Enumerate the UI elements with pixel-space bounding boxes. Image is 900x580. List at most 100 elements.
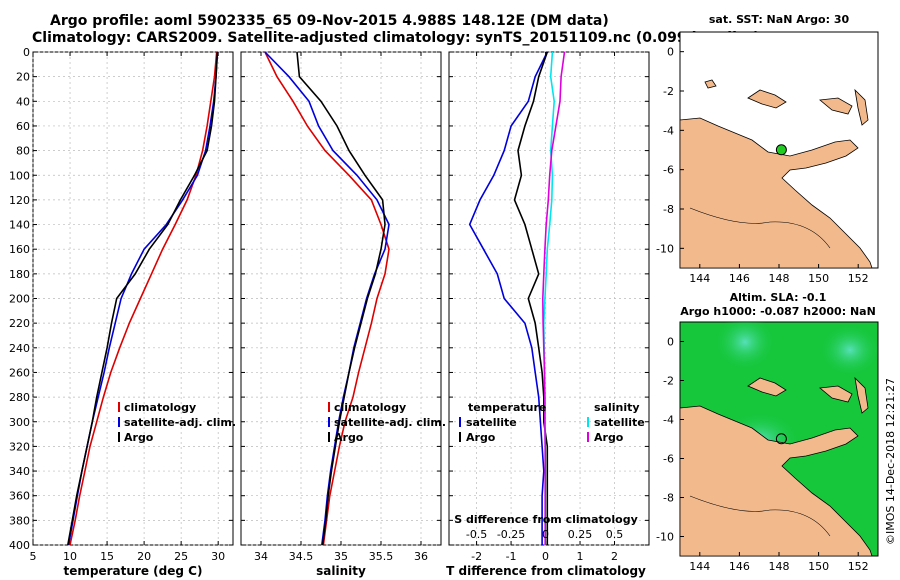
s-tick-label: 0.5 xyxy=(606,528,624,541)
s-tick-label: -0.5 xyxy=(466,528,487,541)
depth-tick-label: 240 xyxy=(9,342,30,355)
depth-tick-label: 80 xyxy=(16,145,30,158)
depth-tick-label: 0 xyxy=(23,46,30,59)
x-tick-label: 36 xyxy=(414,550,428,563)
salinity-legend: climatology satellite-adj. clim. Argo xyxy=(328,401,446,444)
sst-map-ticks: 144 146 148 150 152 0 -2 -4 -6 -8 -10 xyxy=(656,46,869,285)
x-tick-label: 15 xyxy=(100,550,114,563)
legend-label: Argo xyxy=(466,431,496,444)
depth-tick-label: 280 xyxy=(9,391,30,404)
t-difference-tick-labels: -2 -1 0 1 2 xyxy=(471,550,618,563)
x-tick-label: 25 xyxy=(174,550,188,563)
legend-label: satellite xyxy=(594,416,645,429)
map-x-tick-label: 152 xyxy=(848,272,869,285)
map-y-tick-label: -4 xyxy=(663,414,674,427)
salinity-series xyxy=(264,51,390,546)
island-shape xyxy=(819,385,853,403)
sst-map-title: sat. SST: NaN Argo: 30 xyxy=(709,13,850,26)
legend-title: temperature xyxy=(468,401,546,414)
difference-panel: -2 -1 0 1 2 temperature salinity satellite sate… xyxy=(446,51,650,578)
s-difference-tick-labels: -0.5 -0.25 0 0.25 0.5 xyxy=(466,528,623,541)
legend-label: climatology xyxy=(124,401,196,414)
map-x-tick-label: 148 xyxy=(769,560,790,573)
series-line xyxy=(541,51,566,545)
map-x-tick-label: 150 xyxy=(808,272,829,285)
legend-label: Argo xyxy=(594,431,624,444)
legend-label: satellite-adj. clim. xyxy=(334,416,446,429)
x-tick-label: 1 xyxy=(577,550,584,563)
s-tick-label: 0.25 xyxy=(568,528,593,541)
sla-map: Altim. SLA: -0.1 Argo h1000: -0.087 h200… xyxy=(656,291,879,574)
legend-title: salinity xyxy=(594,401,640,414)
salinity-grid xyxy=(241,51,441,546)
map-y-tick-label: -2 xyxy=(663,375,674,388)
depth-tick-label: 120 xyxy=(9,194,30,207)
depth-tick-label: 20 xyxy=(16,71,30,84)
x-tick-label: 0 xyxy=(542,550,549,563)
t-difference-x-label: T difference from climatology xyxy=(446,564,646,578)
map-y-tick-label: 0 xyxy=(667,46,674,59)
argo-position-marker xyxy=(775,144,787,156)
coastline-line xyxy=(689,495,831,537)
sla-map-ticks: 144 146 148 150 152 0 -2 -4 -6 -8 -10 xyxy=(656,336,869,574)
depth-tick-label: 400 xyxy=(9,539,30,552)
header-line-2: Climatology: CARS2009. Satellite-adjuste… xyxy=(32,30,760,46)
map-x-tick-label: 146 xyxy=(729,560,750,573)
map-y-tick-label: -6 xyxy=(663,453,674,466)
depth-tick-label: 220 xyxy=(9,317,30,330)
depth-tick-label: 320 xyxy=(9,440,30,453)
map-x-tick-label: 144 xyxy=(689,272,710,285)
s-tick-label: 0 xyxy=(542,528,549,541)
sst-map-land xyxy=(680,79,873,268)
legend-label: satellite-adj. clim. xyxy=(124,416,236,429)
x-tick-label: 2 xyxy=(611,550,618,563)
depth-tick-label: 360 xyxy=(9,490,30,503)
sea-level-anomaly-patch xyxy=(715,322,775,370)
x-tick-label: 20 xyxy=(137,550,151,563)
salinity-panel: 34 34.5 35 35.5 36 climatology satellite-adj.… xyxy=(240,51,446,578)
x-tick-label: 30 xyxy=(211,550,225,563)
depth-tick-label: 300 xyxy=(9,416,30,429)
temperature-legend: climatology satellite-adj. clim. Argo xyxy=(118,401,236,444)
copyright-footer: ©IMOS 14-Dec-2018 12:21:27 xyxy=(884,378,897,545)
legend-label: climatology xyxy=(334,401,406,414)
argo-position-marker xyxy=(775,433,787,445)
map-y-tick-label: -10 xyxy=(656,242,674,255)
temperature-tick-labels: 5 10 15 20 25 30 xyxy=(30,550,226,563)
map-x-tick-label: 146 xyxy=(729,272,750,285)
legend-label: Argo xyxy=(334,431,364,444)
map-x-tick-label: 148 xyxy=(769,272,790,285)
island-shape xyxy=(747,377,787,397)
coastline-line xyxy=(689,207,831,249)
temperature-series xyxy=(67,51,219,546)
depth-tick-label: 180 xyxy=(9,268,30,281)
difference-series xyxy=(468,51,566,545)
x-tick-label: 35.5 xyxy=(369,550,394,563)
map-y-tick-label: -6 xyxy=(663,164,674,177)
s-tick-label: -0.25 xyxy=(497,528,525,541)
x-tick-label: 34.5 xyxy=(289,550,314,563)
difference-grid xyxy=(449,51,649,546)
depth-tick-label: 200 xyxy=(9,293,30,306)
difference-legend: temperature salinity satellite satellite Arg… xyxy=(459,401,645,444)
series-line xyxy=(69,51,218,546)
new-guinea-land xyxy=(680,405,873,556)
island-shape xyxy=(747,89,787,109)
sea-level-anomaly-patch xyxy=(820,324,878,376)
series-line xyxy=(296,51,386,546)
temperature-x-label: temperature (deg C) xyxy=(64,564,203,578)
sla-map-content xyxy=(680,322,878,556)
x-tick-label: -1 xyxy=(506,550,517,563)
depth-tick-label: 60 xyxy=(16,120,30,133)
depth-tick-label: 140 xyxy=(9,219,30,232)
depth-tick-label: 40 xyxy=(16,95,30,108)
s-difference-label: S difference from climatology xyxy=(454,513,638,526)
map-y-tick-label: -4 xyxy=(663,124,674,137)
series-line xyxy=(513,51,549,545)
temperature-grid xyxy=(32,51,233,546)
series-line xyxy=(468,51,549,545)
map-x-tick-label: 150 xyxy=(808,560,829,573)
island-shape xyxy=(704,79,717,89)
x-tick-label: 35 xyxy=(334,550,348,563)
